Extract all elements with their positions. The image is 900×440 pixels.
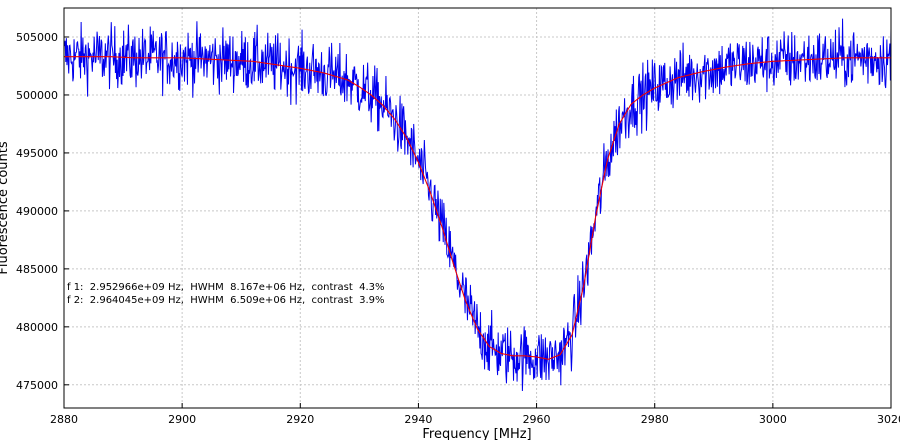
- x-tick-label: 2900: [168, 413, 196, 426]
- y-tick-label: 490000: [16, 205, 58, 218]
- x-axis-label: Frequency [MHz]: [422, 427, 531, 440]
- y-tick-label: 495000: [16, 147, 58, 160]
- plot-frame: [63, 7, 892, 409]
- y-axis-label: Fluorescence counts: [0, 141, 11, 274]
- y-tick-label: 475000: [16, 379, 58, 392]
- y-tick-label: 505000: [16, 31, 58, 44]
- x-tick-label: 2920: [286, 413, 314, 426]
- y-tick-label: 485000: [16, 263, 58, 276]
- plot-background: [64, 8, 891, 408]
- grid: [63, 8, 892, 408]
- annotation-f2: f 2: 2.964045e+09 Hz, HWHM 6.509e+06 Hz,…: [67, 295, 385, 306]
- annotation-f1: f 1: 2.952966e+09 Hz, HWHM 8.167e+06 Hz,…: [67, 282, 385, 293]
- x-tick-label: 2940: [404, 413, 432, 426]
- y-tick-label: 480000: [16, 321, 58, 334]
- fit-curve-line: [64, 56, 891, 360]
- x-tick-label: 2980: [641, 413, 669, 426]
- x-tick-label: 2960: [523, 413, 551, 426]
- measured-data-line: [64, 18, 891, 392]
- x-tick-label: 2880: [50, 413, 78, 426]
- y-tick-label: 500000: [16, 89, 58, 102]
- x-tick-label: 3020: [877, 413, 900, 426]
- series-layer: [64, 18, 891, 392]
- ticks: 2880 2900 2920 2940 2960 2980 3000 3020 475000 48…: [16, 31, 900, 426]
- x-tick-label: 3000: [759, 413, 787, 426]
